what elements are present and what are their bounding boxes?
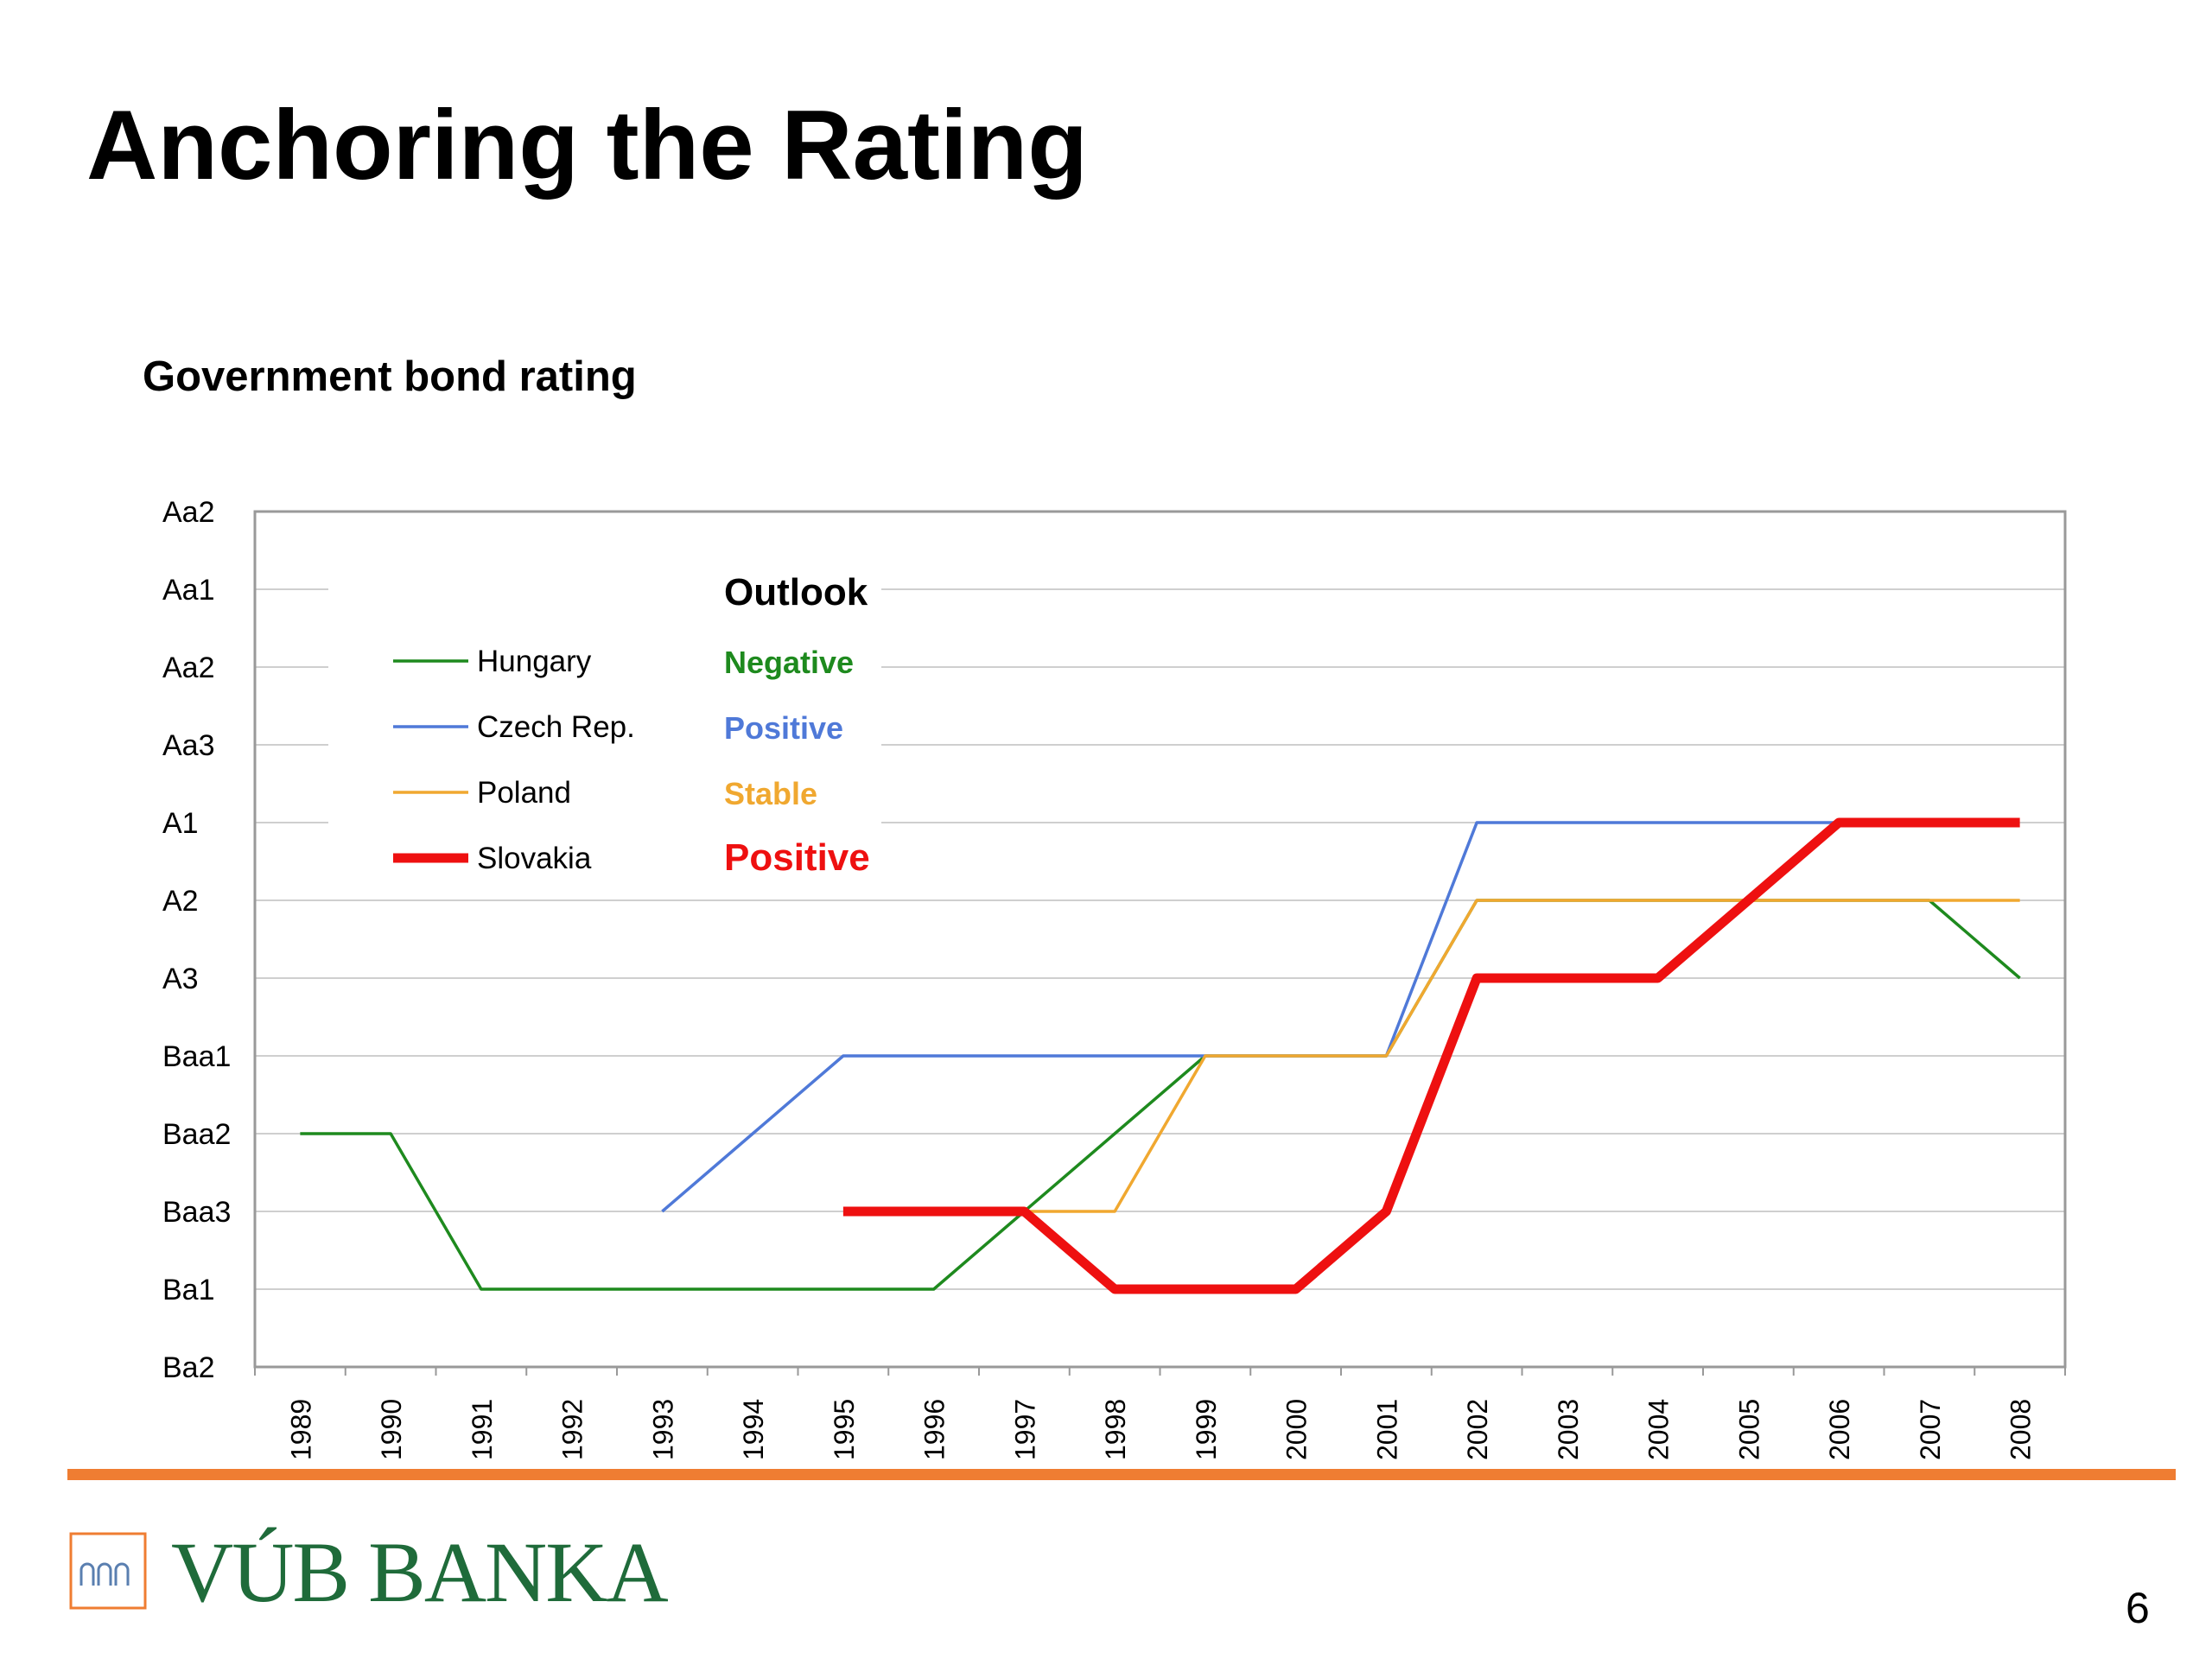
bond-rating-chart: Ba2 Ba1 Baa3 Baa2 Baa1 A3 A2 A1 Aa3 Aa2 Aa1 Aa2 198… <box>162 496 2067 1460</box>
y-tick-label: Aa2 <box>162 652 215 684</box>
x-tick-label: 2001 <box>1371 1399 1402 1460</box>
x-tick-label: 1989 <box>285 1399 316 1460</box>
x-tick-label: 1999 <box>1191 1399 1222 1460</box>
x-tick-label: 2007 <box>1915 1399 1946 1460</box>
legend-background <box>328 562 881 881</box>
x-tick-label: 1994 <box>738 1399 769 1460</box>
legend-outlook: Negative <box>724 645 854 680</box>
series-line-slovakia <box>842 817 2020 1294</box>
y-tick-label: Ba2 <box>162 1351 215 1384</box>
y-tick-label: A2 <box>162 885 199 918</box>
x-tick-label: 1993 <box>647 1399 678 1460</box>
x-tick-label: 1992 <box>557 1399 588 1460</box>
x-tick-label: 2003 <box>1553 1399 1584 1460</box>
y-tick-label: A3 <box>162 963 199 995</box>
x-tick-label: 1995 <box>829 1399 860 1460</box>
legend-outlook: Stable <box>724 776 817 811</box>
legend: Outlook Hungary Negative Czech Rep. Positive… <box>393 571 870 879</box>
y-tick-label: Baa3 <box>162 1196 231 1229</box>
x-tick-label: 1990 <box>376 1399 407 1460</box>
page-number: 6 <box>2126 1584 2150 1632</box>
legend-outlook-header: Outlook <box>724 571 868 613</box>
x-tick-label: 2002 <box>1462 1399 1493 1460</box>
chart-series <box>300 817 2021 1294</box>
brand-name: VÚB BANKA <box>171 1524 669 1620</box>
y-tick-label: A1 <box>162 807 199 840</box>
vub-logo-icon <box>69 1532 147 1610</box>
slide-title: Anchoring the Rating <box>86 91 1088 200</box>
legend-label: Czech Rep. <box>477 710 635 744</box>
x-tick-label: 1997 <box>1009 1399 1040 1460</box>
y-tick-label: Aa1 <box>162 574 215 607</box>
x-tick-label: 2006 <box>1824 1399 1855 1460</box>
x-tick-label: 2000 <box>1281 1399 1313 1460</box>
y-tick-label: Ba1 <box>162 1274 215 1306</box>
x-tick-label: 2008 <box>2005 1399 2037 1460</box>
legend-outlook: Positive <box>724 836 870 879</box>
y-tick-label: Baa2 <box>162 1118 231 1151</box>
y-tick-label: Aa2 <box>162 496 215 529</box>
footer-divider <box>67 1469 2176 1480</box>
x-axis-ticks: 1989 1990 1991 1992 1993 1994 1995 1996 1997 1998… <box>254 1367 2066 1460</box>
x-tick-label: 2005 <box>1733 1399 1764 1460</box>
chart-title: Government bond rating <box>143 353 637 400</box>
y-axis-ticks: Ba2 Ba1 Baa3 Baa2 Baa1 A3 A2 A1 Aa3 Aa2 Aa1 Aa2 <box>162 496 231 1384</box>
legend-label: Slovakia <box>477 842 592 875</box>
legend-label: Poland <box>477 776 571 810</box>
y-tick-label: Aa3 <box>162 729 215 762</box>
legend-label: Hungary <box>477 645 592 678</box>
x-tick-label: 1996 <box>919 1399 950 1460</box>
y-tick-label: Baa1 <box>162 1040 231 1073</box>
series-line-poland <box>1024 899 2020 1213</box>
x-tick-label: 1991 <box>467 1399 498 1460</box>
series-line-hungary <box>300 899 2021 1291</box>
x-tick-label: 1998 <box>1100 1399 1131 1460</box>
x-tick-label: 2004 <box>1643 1399 1675 1460</box>
legend-outlook: Positive <box>724 710 843 746</box>
